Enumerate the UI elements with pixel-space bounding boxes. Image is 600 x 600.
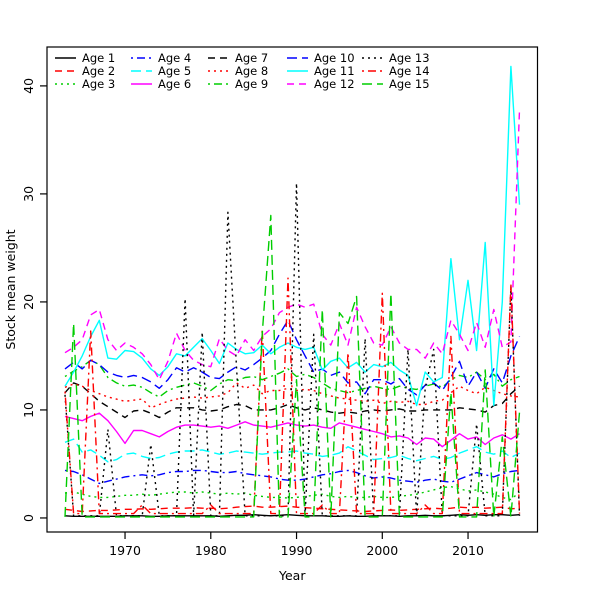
x-tick-label: 1970	[109, 543, 141, 558]
x-tick-label: 1980	[195, 543, 227, 558]
series-line-age-6	[64, 412, 520, 448]
series-line-age-8	[64, 382, 520, 409]
y-tick-label: 40	[21, 78, 36, 94]
series-line-age-4	[64, 469, 520, 485]
legend-item-label: Age 10	[314, 51, 355, 65]
x-axis-title: Year	[278, 568, 306, 583]
series-line-age-14	[64, 277, 521, 515]
series-line-age-9	[64, 359, 520, 398]
x-tick-label: 2010	[452, 543, 484, 558]
series-line-age-12	[64, 109, 521, 381]
legend-item-label: Age 12	[314, 77, 355, 91]
legend-item-label: Age 8	[235, 64, 268, 78]
y-tick-label: 10	[21, 402, 36, 418]
legend-item-label: Age 9	[235, 77, 268, 91]
legend-item-label: Age 7	[235, 51, 268, 65]
y-axis-title: Stock mean weight	[3, 229, 18, 349]
legend-item-label: Age 13	[389, 51, 430, 65]
series-line-age-3	[64, 485, 520, 501]
series-line-age-7	[64, 382, 520, 419]
legend-item-label: Age 3	[82, 77, 115, 91]
legend-item-label: Age 11	[314, 64, 355, 78]
y-tick-label: 20	[21, 294, 36, 310]
y-tick-label: 0	[21, 514, 36, 522]
legend-item-label: Age 6	[158, 77, 191, 91]
legend-item-label: Age 15	[389, 77, 430, 91]
legend-item-label: Age 4	[158, 51, 191, 65]
series-line-age-15	[64, 214, 521, 518]
series-line-age-11	[64, 65, 521, 407]
plot-box	[46, 46, 539, 533]
series-line-age-13	[64, 182, 521, 517]
x-tick-label: 2000	[366, 543, 398, 558]
x-tick-label: 1990	[281, 543, 313, 558]
y-tick-label: 30	[21, 186, 36, 202]
legend-item-label: Age 14	[389, 64, 430, 78]
legend-item-label: Age 1	[82, 51, 115, 65]
legend-item-label: Age 5	[158, 64, 191, 78]
series-line-age-2	[64, 505, 520, 513]
legend-item-label: Age 2	[82, 64, 115, 78]
